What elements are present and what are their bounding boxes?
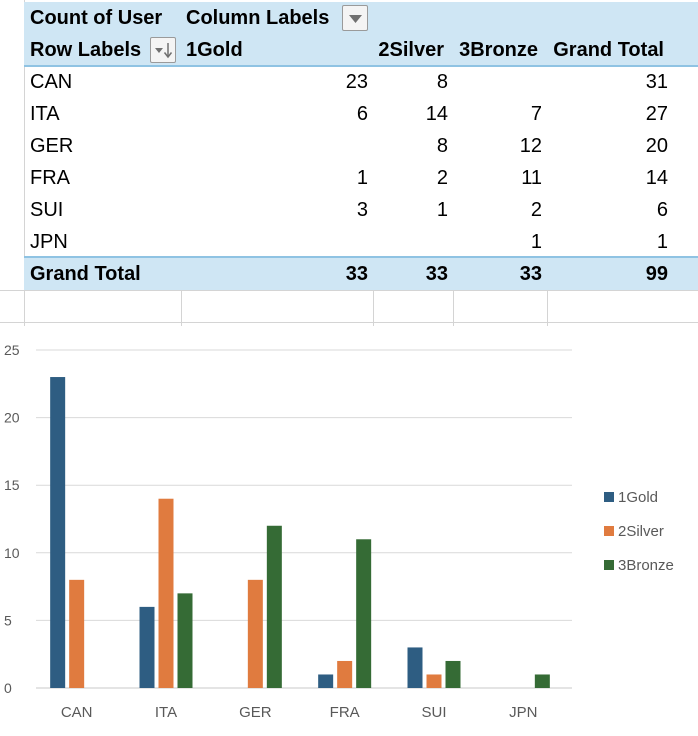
pivot-table[interactable]: Count of User Column Labels Row Labels 1… xyxy=(24,0,698,290)
legend-label-2silver[interactable]: 2Silver xyxy=(618,523,664,540)
legend-swatch-2silver xyxy=(604,526,614,536)
gold-value xyxy=(286,226,368,258)
silver-value: 8 xyxy=(436,135,448,157)
total-value: 14 xyxy=(645,167,668,189)
bar-ita-3bronze[interactable] xyxy=(177,593,193,688)
sort-filter-icon xyxy=(155,43,173,59)
gold-value: 23 xyxy=(345,71,368,93)
grand-total-silver: 33 xyxy=(425,263,448,285)
y-tick-label: 15 xyxy=(4,477,20,493)
y-tick-label: 25 xyxy=(4,342,20,358)
legend-swatch-1gold xyxy=(604,492,614,502)
y-tick-label: 10 xyxy=(4,545,20,561)
x-tick-label: ITA xyxy=(155,704,177,721)
bronze-value: 7 xyxy=(530,103,542,125)
total-value: 1 xyxy=(656,231,668,253)
y-tick-label: 20 xyxy=(4,410,20,426)
silver-value: 8 xyxy=(436,71,448,93)
y-tick-label: 0 xyxy=(4,680,12,696)
total-value: 31 xyxy=(645,71,668,93)
bronze-value: 2 xyxy=(530,199,542,221)
grand-total-label: Grand Total xyxy=(30,263,141,285)
bronze-value: 11 xyxy=(521,167,542,189)
bar-can-1gold[interactable] xyxy=(50,377,66,688)
bar-sui-2silver[interactable] xyxy=(426,674,442,688)
col-header-gold: 1Gold xyxy=(186,39,243,61)
chevron-down-icon xyxy=(349,15,362,23)
x-tick-label: FRA xyxy=(330,704,360,721)
bar-fra-2silver[interactable] xyxy=(337,660,353,688)
grand-total-gold: 33 xyxy=(345,263,368,285)
silver-value: 14 xyxy=(425,103,448,125)
row-label: CAN xyxy=(30,71,73,93)
y-tick-label: 5 xyxy=(4,612,12,628)
bar-fra-1gold[interactable] xyxy=(318,674,334,688)
table-row[interactable]: CAN 23 8 31 xyxy=(24,66,698,98)
col-header-total: Grand Total xyxy=(553,39,664,61)
gold-value xyxy=(286,130,368,162)
bronze-value: 1 xyxy=(530,231,542,253)
total-value: 6 xyxy=(656,199,668,221)
pivot-header-row-2: Row Labels 1Gold 2Silver 3Bronze Grand T… xyxy=(24,34,698,66)
col-header-silver: 2Silver xyxy=(378,39,444,61)
bar-ger-3bronze[interactable] xyxy=(266,525,282,688)
legend-swatch-3bronze xyxy=(604,560,614,570)
row-label: SUI xyxy=(30,199,64,221)
grand-total-row[interactable]: Grand Total 33 33 33 99 xyxy=(24,258,698,290)
x-tick-label: SUI xyxy=(421,704,446,721)
table-row[interactable]: JPN 1 1 xyxy=(24,226,698,258)
silver-value: 2 xyxy=(436,167,448,189)
total-value: 27 xyxy=(645,103,668,125)
x-tick-label: CAN xyxy=(61,704,93,721)
column-labels-label[interactable]: Column Labels xyxy=(186,7,330,29)
bronze-value xyxy=(448,66,542,98)
bar-ger-2silver[interactable] xyxy=(247,579,263,688)
gold-value: 3 xyxy=(356,199,368,221)
table-row[interactable]: ITA 6 14 7 27 xyxy=(24,98,698,130)
legend-label-1gold[interactable]: 1Gold xyxy=(618,489,658,506)
pivot-chart[interactable]: 0 5 10 15 20 25 CAN ITA GER FRA SUI JPN 1Gold 2Silver… xyxy=(0,330,698,736)
row-label: FRA xyxy=(30,167,70,189)
col-header-bronze: 3Bronze xyxy=(459,39,538,61)
grand-total-bronze: 33 xyxy=(519,263,542,285)
table-row[interactable]: GER 8 12 20 xyxy=(24,130,698,162)
total-value: 20 xyxy=(645,135,668,157)
gold-value: 1 xyxy=(356,167,368,189)
table-row[interactable]: FRA 1 2 11 14 xyxy=(24,162,698,194)
row-label: JPN xyxy=(30,231,68,253)
bar-sui-3bronze[interactable] xyxy=(445,660,461,688)
row-labels-label[interactable]: Row Labels xyxy=(30,39,142,61)
bar-ita-1gold[interactable] xyxy=(139,606,155,688)
legend-label-3bronze[interactable]: 3Bronze xyxy=(618,557,674,574)
bar-jpn-3bronze[interactable] xyxy=(534,674,550,688)
bar-sui-1gold[interactable] xyxy=(407,647,423,688)
bar-can-2silver[interactable] xyxy=(69,579,85,688)
x-tick-label: JPN xyxy=(509,704,537,721)
row-sort-filter-button[interactable] xyxy=(150,37,176,63)
row-label: GER xyxy=(30,135,74,157)
silver-value xyxy=(368,226,448,258)
total-divider xyxy=(24,256,698,258)
x-tick-label: GER xyxy=(239,704,272,721)
table-row[interactable]: SUI 3 1 2 6 xyxy=(24,194,698,226)
column-filter-button[interactable] xyxy=(342,5,368,31)
bar-fra-3bronze[interactable] xyxy=(356,539,372,688)
bar-ita-2silver[interactable] xyxy=(158,498,174,688)
bronze-value: 12 xyxy=(519,135,542,157)
value-field-label[interactable]: Count of User xyxy=(30,7,163,29)
row-label: ITA xyxy=(30,103,60,125)
header-divider xyxy=(24,65,698,67)
grand-total-value: 99 xyxy=(645,263,668,285)
gold-value: 6 xyxy=(356,103,368,125)
pivot-header-row-1: Count of User Column Labels xyxy=(24,2,698,34)
silver-value: 1 xyxy=(436,199,448,221)
